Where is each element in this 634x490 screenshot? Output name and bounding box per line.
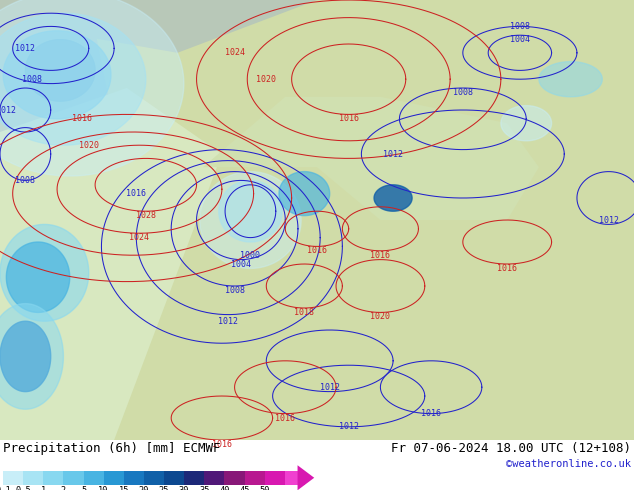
Polygon shape bbox=[501, 106, 552, 141]
Polygon shape bbox=[200, 172, 301, 269]
Text: 1012: 1012 bbox=[320, 383, 340, 392]
Bar bbox=[144, 470, 164, 485]
Bar bbox=[204, 470, 224, 485]
Text: 0.5: 0.5 bbox=[15, 486, 31, 490]
Text: 1016: 1016 bbox=[497, 264, 517, 273]
Polygon shape bbox=[374, 185, 412, 211]
Text: 1012: 1012 bbox=[0, 105, 16, 115]
Bar bbox=[245, 470, 265, 485]
Text: 1008: 1008 bbox=[453, 88, 473, 97]
Text: 10: 10 bbox=[98, 486, 109, 490]
Text: 1004: 1004 bbox=[510, 35, 530, 44]
Bar bbox=[265, 470, 285, 485]
Polygon shape bbox=[219, 180, 282, 242]
Polygon shape bbox=[203, 97, 539, 220]
Text: 1008: 1008 bbox=[510, 22, 530, 31]
Text: 30: 30 bbox=[179, 486, 190, 490]
Text: 1016: 1016 bbox=[212, 440, 232, 449]
Text: ©weatheronline.co.uk: ©weatheronline.co.uk bbox=[506, 460, 631, 469]
Text: 40: 40 bbox=[219, 486, 230, 490]
Polygon shape bbox=[0, 0, 317, 53]
Text: 1: 1 bbox=[41, 486, 46, 490]
Polygon shape bbox=[0, 0, 184, 176]
Text: 1016: 1016 bbox=[275, 414, 295, 422]
Polygon shape bbox=[0, 224, 89, 321]
Polygon shape bbox=[25, 40, 95, 101]
Text: 1018: 1018 bbox=[294, 308, 314, 317]
Bar bbox=[23, 470, 43, 485]
Polygon shape bbox=[539, 62, 602, 97]
Polygon shape bbox=[0, 0, 114, 167]
Text: 1012: 1012 bbox=[15, 44, 36, 53]
Polygon shape bbox=[0, 13, 146, 145]
Text: 1012: 1012 bbox=[339, 422, 359, 431]
Text: 1012: 1012 bbox=[383, 149, 403, 158]
Polygon shape bbox=[0, 88, 222, 440]
Text: 20: 20 bbox=[139, 486, 149, 490]
Text: 1008: 1008 bbox=[15, 176, 36, 185]
Bar bbox=[84, 470, 104, 485]
Polygon shape bbox=[279, 172, 330, 216]
Text: 25: 25 bbox=[158, 486, 169, 490]
Bar bbox=[224, 470, 245, 485]
Text: 50: 50 bbox=[259, 486, 270, 490]
Bar bbox=[63, 470, 84, 485]
Text: 1020: 1020 bbox=[256, 74, 276, 84]
Text: Precipitation (6h) [mm] ECMWF: Precipitation (6h) [mm] ECMWF bbox=[3, 442, 221, 455]
Text: 1008: 1008 bbox=[224, 286, 245, 295]
Text: 1004: 1004 bbox=[231, 260, 251, 269]
Text: 1016: 1016 bbox=[72, 114, 93, 123]
Text: 1020: 1020 bbox=[79, 141, 99, 150]
Text: 15: 15 bbox=[119, 486, 129, 490]
Polygon shape bbox=[0, 321, 51, 392]
Bar bbox=[184, 470, 204, 485]
Text: 35: 35 bbox=[199, 486, 210, 490]
Text: 1008: 1008 bbox=[22, 74, 42, 84]
Text: 1028: 1028 bbox=[136, 211, 156, 220]
Polygon shape bbox=[0, 304, 63, 409]
Text: 0.1: 0.1 bbox=[0, 486, 11, 490]
Text: 1016: 1016 bbox=[126, 189, 146, 198]
Text: 1000: 1000 bbox=[240, 251, 261, 260]
Bar bbox=[124, 470, 144, 485]
Polygon shape bbox=[6, 242, 70, 313]
Text: 1016: 1016 bbox=[370, 251, 391, 260]
Text: 1024: 1024 bbox=[129, 233, 150, 242]
Bar bbox=[3, 470, 23, 485]
Text: Fr 07-06-2024 18.00 UTC (12+108): Fr 07-06-2024 18.00 UTC (12+108) bbox=[391, 442, 631, 455]
Text: 1016: 1016 bbox=[339, 114, 359, 123]
Text: 45: 45 bbox=[240, 486, 250, 490]
Text: 1012: 1012 bbox=[598, 216, 619, 224]
Text: 1016: 1016 bbox=[421, 409, 441, 418]
Text: 1024: 1024 bbox=[224, 49, 245, 57]
Polygon shape bbox=[3, 31, 111, 119]
Text: 2: 2 bbox=[61, 486, 66, 490]
Bar bbox=[43, 470, 63, 485]
Text: 1012: 1012 bbox=[218, 317, 238, 326]
Bar bbox=[104, 470, 124, 485]
Bar bbox=[164, 470, 184, 485]
Text: 1016: 1016 bbox=[307, 246, 327, 255]
Text: 5: 5 bbox=[81, 486, 86, 490]
Bar bbox=[285, 470, 305, 485]
Text: 1020: 1020 bbox=[370, 312, 391, 321]
